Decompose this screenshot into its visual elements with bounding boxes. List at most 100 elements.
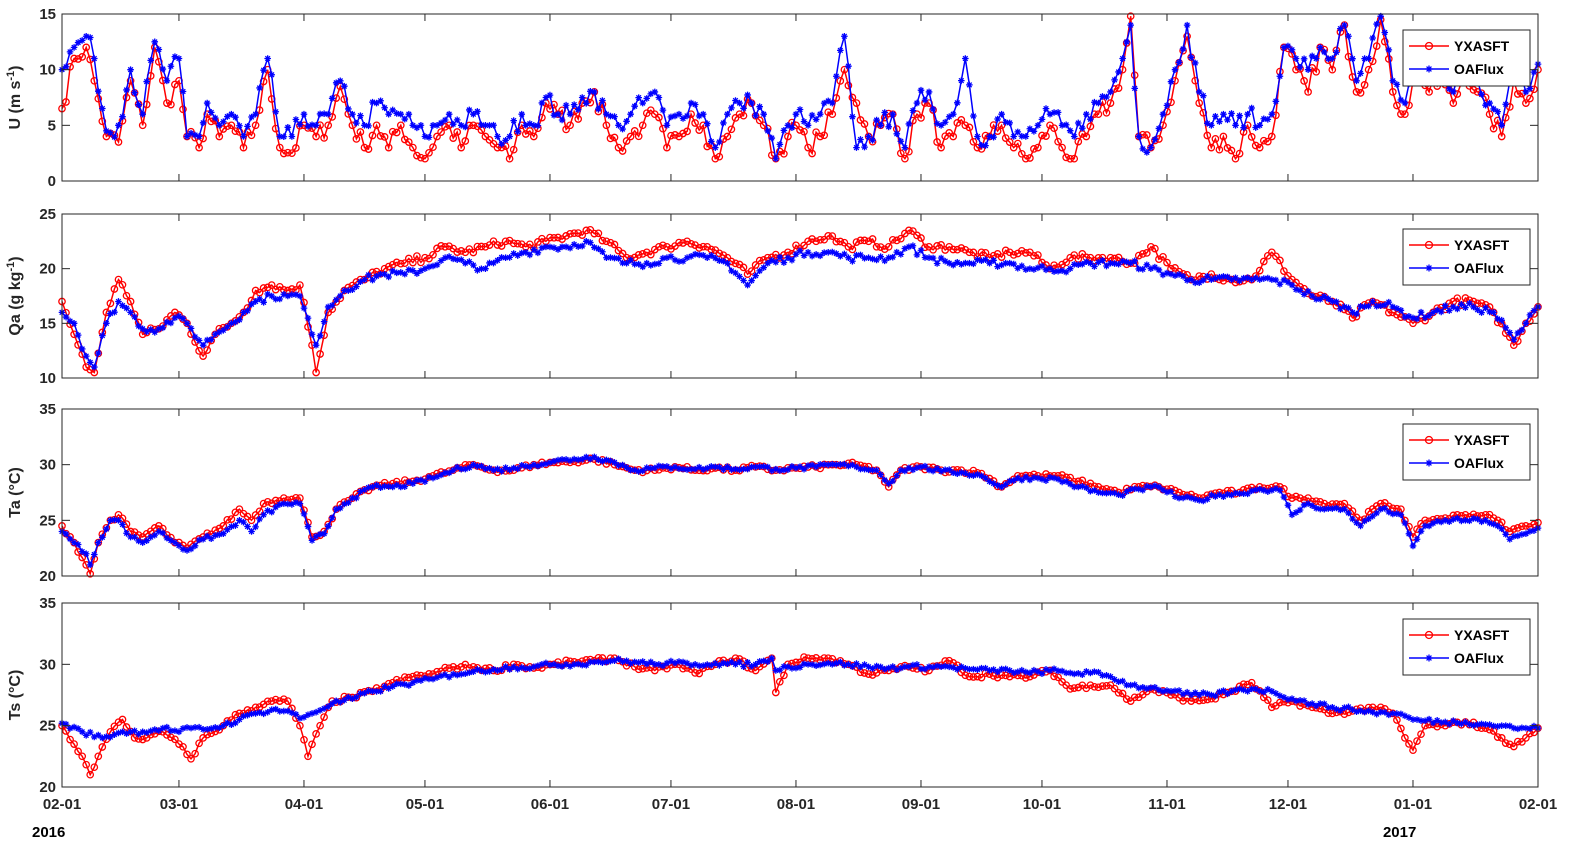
data-point xyxy=(1167,488,1175,495)
data-point xyxy=(998,110,1005,118)
data-point xyxy=(397,269,405,276)
data-point xyxy=(494,667,501,674)
data-point xyxy=(889,477,897,485)
data-point xyxy=(1474,721,1481,728)
data-point xyxy=(1462,718,1469,726)
data-point xyxy=(1393,510,1401,517)
data-point xyxy=(1138,130,1147,139)
data-point xyxy=(94,752,103,761)
data-point xyxy=(409,267,417,274)
data-point xyxy=(1022,133,1030,140)
data-point xyxy=(784,122,792,129)
data-point xyxy=(965,248,974,257)
data-point xyxy=(1453,90,1462,98)
data-point xyxy=(1329,505,1336,512)
data-point xyxy=(1204,496,1211,503)
data-point xyxy=(639,99,647,107)
data-point xyxy=(1122,695,1131,703)
data-point xyxy=(353,119,360,127)
data-point xyxy=(1530,68,1538,76)
data-point xyxy=(1195,279,1203,286)
data-point xyxy=(183,750,191,759)
data-point xyxy=(1372,42,1381,50)
data-point xyxy=(849,113,856,120)
data-point xyxy=(389,267,396,275)
data-point xyxy=(1445,299,1454,308)
data-point xyxy=(905,147,913,156)
data-point xyxy=(1288,46,1296,54)
data-point xyxy=(215,132,224,141)
data-point xyxy=(1352,88,1361,96)
data-point xyxy=(1236,685,1243,693)
data-point xyxy=(175,312,183,320)
data-point xyxy=(970,260,977,268)
data-point xyxy=(538,99,546,107)
data-point xyxy=(1429,309,1437,316)
data-point xyxy=(860,236,869,245)
data-point xyxy=(215,122,223,129)
data-point xyxy=(1248,685,1255,693)
data-point xyxy=(115,122,122,129)
data-point xyxy=(316,530,324,538)
data-point xyxy=(489,237,498,246)
data-point xyxy=(562,101,570,109)
data-point xyxy=(744,91,751,99)
data-point xyxy=(695,126,704,134)
data-point xyxy=(1062,121,1070,129)
data-point xyxy=(1445,720,1453,728)
data-point xyxy=(1046,474,1054,481)
data-point xyxy=(1244,688,1251,695)
data-point xyxy=(615,655,622,663)
data-point xyxy=(518,664,526,671)
data-point xyxy=(1522,320,1530,327)
data-point xyxy=(1030,474,1038,481)
data-point xyxy=(1506,329,1514,336)
data-point xyxy=(62,313,70,321)
data-point xyxy=(449,255,457,263)
data-point xyxy=(1042,470,1050,478)
data-point xyxy=(1497,132,1506,141)
data-point xyxy=(1199,497,1207,505)
data-point xyxy=(232,113,239,121)
data-point xyxy=(493,241,502,249)
data-point xyxy=(949,132,958,141)
data-point xyxy=(449,466,457,474)
data-point xyxy=(328,94,336,102)
data-point xyxy=(707,252,715,259)
data-point xyxy=(1510,533,1518,540)
data-point xyxy=(792,464,800,472)
data-point xyxy=(1026,265,1034,272)
data-point xyxy=(1087,669,1094,677)
data-point xyxy=(901,245,909,252)
data-point xyxy=(175,728,183,736)
data-point xyxy=(425,148,433,157)
data-point xyxy=(90,55,98,62)
data-point xyxy=(1522,522,1530,530)
data-point xyxy=(74,331,82,339)
data-point xyxy=(99,534,106,541)
data-point xyxy=(252,523,259,531)
data-point xyxy=(1498,316,1505,324)
data-point xyxy=(179,315,187,322)
data-point xyxy=(800,252,808,259)
data-point xyxy=(1320,48,1328,56)
data-point xyxy=(477,242,486,251)
data-point xyxy=(332,697,340,705)
data-point xyxy=(320,318,328,325)
data-point xyxy=(308,537,316,544)
data-point xyxy=(1240,124,1247,131)
data-point xyxy=(1268,486,1276,494)
data-point xyxy=(1513,524,1522,532)
data-point xyxy=(812,237,820,246)
data-point xyxy=(768,134,776,142)
data-point xyxy=(1220,110,1227,118)
data-point xyxy=(1062,669,1070,677)
data-point xyxy=(1219,132,1228,141)
data-point xyxy=(429,122,437,129)
data-point xyxy=(873,256,880,264)
data-point xyxy=(1454,305,1461,313)
data-point xyxy=(1518,738,1526,746)
data-point xyxy=(724,660,731,667)
data-point xyxy=(1013,139,1022,148)
data-point xyxy=(574,229,583,237)
